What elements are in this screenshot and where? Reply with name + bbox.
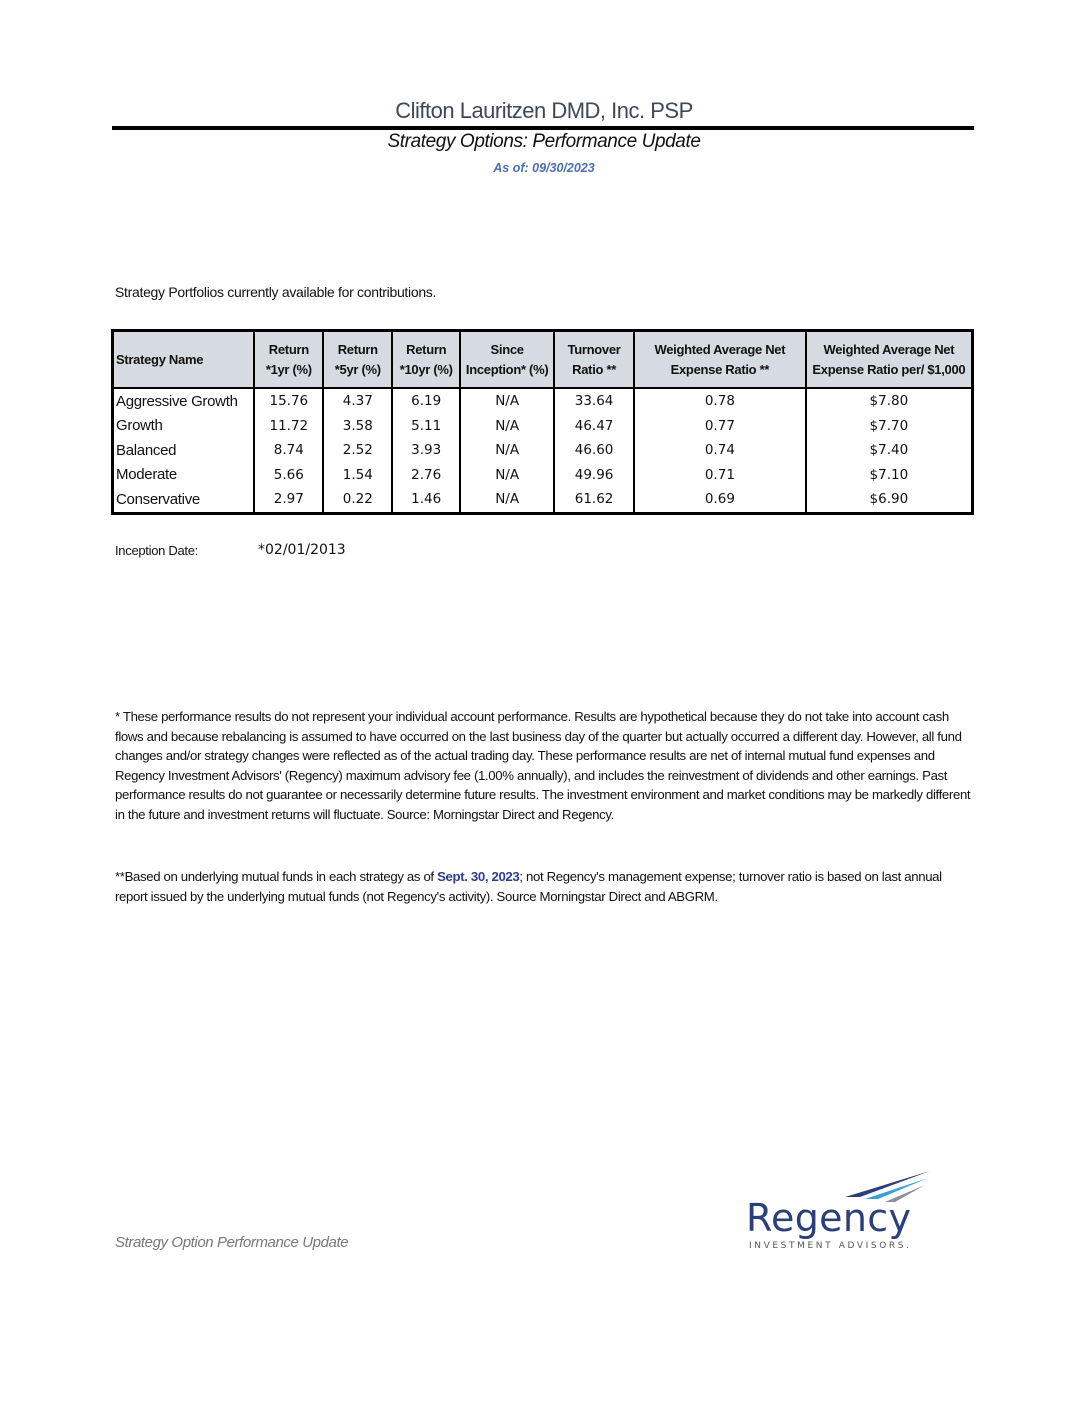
table-cell: 46.47 <box>553 413 636 438</box>
document-title: Clifton Lauritzen DMD, Inc. PSP <box>395 98 693 123</box>
logo-tagline: INVESTMENT ADVISORS. <box>749 1241 911 1251</box>
column-header: Weighted Average Net Expense Ratio ** <box>633 329 807 389</box>
as-of-date: As of: 09/30/2023 <box>493 161 595 175</box>
table-cell: 0.77 <box>633 413 807 438</box>
table-cell: $7.80 <box>804 388 974 414</box>
table-cell: N/A <box>459 487 556 513</box>
table-cell: 15.76 <box>253 388 325 414</box>
table-cell: 1.54 <box>322 462 394 487</box>
column-header: Weighted Average Net Expense Ratio per/ … <box>804 329 974 389</box>
column-header: Turnover Ratio ** <box>553 329 636 389</box>
table-cell: $6.90 <box>804 487 974 513</box>
footnote-performance: * These performance results do not repre… <box>115 709 971 822</box>
column-header: Return *5yr (%) <box>322 329 394 389</box>
column-header: Return *1yr (%) <box>253 329 325 389</box>
table-row: Balanced 8.74 2.52 3.93 N/A 46.60 0.74 $7.40 <box>111 438 974 463</box>
table-row: Moderate 5.66 1.54 2.76 N/A 49.96 0.71 $7.10 <box>111 462 974 487</box>
table-cell: N/A <box>459 438 556 463</box>
strategy-name: Conservative <box>111 487 256 513</box>
intro-text: Strategy Portfolios currently available … <box>115 284 437 300</box>
table-cell: N/A <box>459 388 556 414</box>
table-cell: $7.40 <box>804 438 974 463</box>
table-header-row: Strategy Name Return *1yr (%) Return *5y… <box>111 329 974 389</box>
footnote-expense: **Based on underlying mutual funds in ea… <box>115 867 975 906</box>
table-cell: 2.76 <box>391 462 462 487</box>
table-cell: 6.19 <box>391 388 462 414</box>
table-cell: 0.78 <box>633 388 807 414</box>
table-cell: 2.52 <box>322 438 394 463</box>
table-cell: 8.74 <box>253 438 325 463</box>
table-cell: 5.11 <box>391 413 462 438</box>
column-header: Return *10yr (%) <box>391 329 462 389</box>
footnote-text: ; not Regency's management expense; turn… <box>115 869 942 904</box>
title-divider <box>112 126 974 130</box>
table-cell: 4.37 <box>322 388 394 414</box>
regency-logo: Regency INVESTMENT ADVISORS. <box>746 1171 930 1251</box>
table-cell: $7.70 <box>804 413 974 438</box>
strategy-name: Balanced <box>111 438 256 463</box>
logo-wordmark: Regency <box>746 1196 911 1240</box>
table-cell: 61.62 <box>553 487 636 513</box>
table-row: Aggressive Growth 15.76 4.37 6.19 N/A 33.64 0.… <box>111 388 974 414</box>
table-cell: 11.72 <box>253 413 325 438</box>
table-cell: 0.71 <box>633 462 807 487</box>
table-cell: $7.10 <box>804 462 974 487</box>
strategy-name: Moderate <box>111 462 256 487</box>
document-subtitle: Strategy Options: Performance Update <box>387 131 701 152</box>
column-header: Strategy Name <box>111 329 256 389</box>
table-cell: 3.58 <box>322 413 394 438</box>
column-header: Since Inception* (%) <box>459 329 556 389</box>
inception-date: *02/01/2013 <box>258 542 346 558</box>
table-cell: 46.60 <box>553 438 636 463</box>
table-cell: 49.96 <box>553 462 636 487</box>
table-cell: 0.69 <box>633 487 807 513</box>
footnote-text: **Based on underlying mutual funds in ea… <box>115 869 438 884</box>
table-row: Conservative 2.97 0.22 1.46 N/A 61.62 0.69 $6.9… <box>111 487 974 513</box>
performance-table: Strategy Name Return *1yr (%) Return *5y… <box>111 329 974 515</box>
table-cell: 5.66 <box>253 462 325 487</box>
table-cell: 1.46 <box>391 487 462 513</box>
footnote-date: Sept. 30, 2023 <box>437 869 520 884</box>
table-cell: N/A <box>459 462 556 487</box>
inception-label: Inception Date: <box>115 543 198 558</box>
table-cell: 33.64 <box>553 388 636 414</box>
strategy-name: Growth <box>111 413 256 438</box>
page-footer: Strategy Option Performance Update <box>115 1234 349 1251</box>
table-row: Growth 11.72 3.58 5.11 N/A 46.47 0.77 $7.70 <box>111 413 974 438</box>
table-cell: 0.22 <box>322 487 394 513</box>
strategy-name: Aggressive Growth <box>111 388 256 414</box>
table-cell: N/A <box>459 413 556 438</box>
table-cell: 2.97 <box>253 487 325 513</box>
table-cell: 0.74 <box>633 438 807 463</box>
table-cell: 3.93 <box>391 438 462 463</box>
